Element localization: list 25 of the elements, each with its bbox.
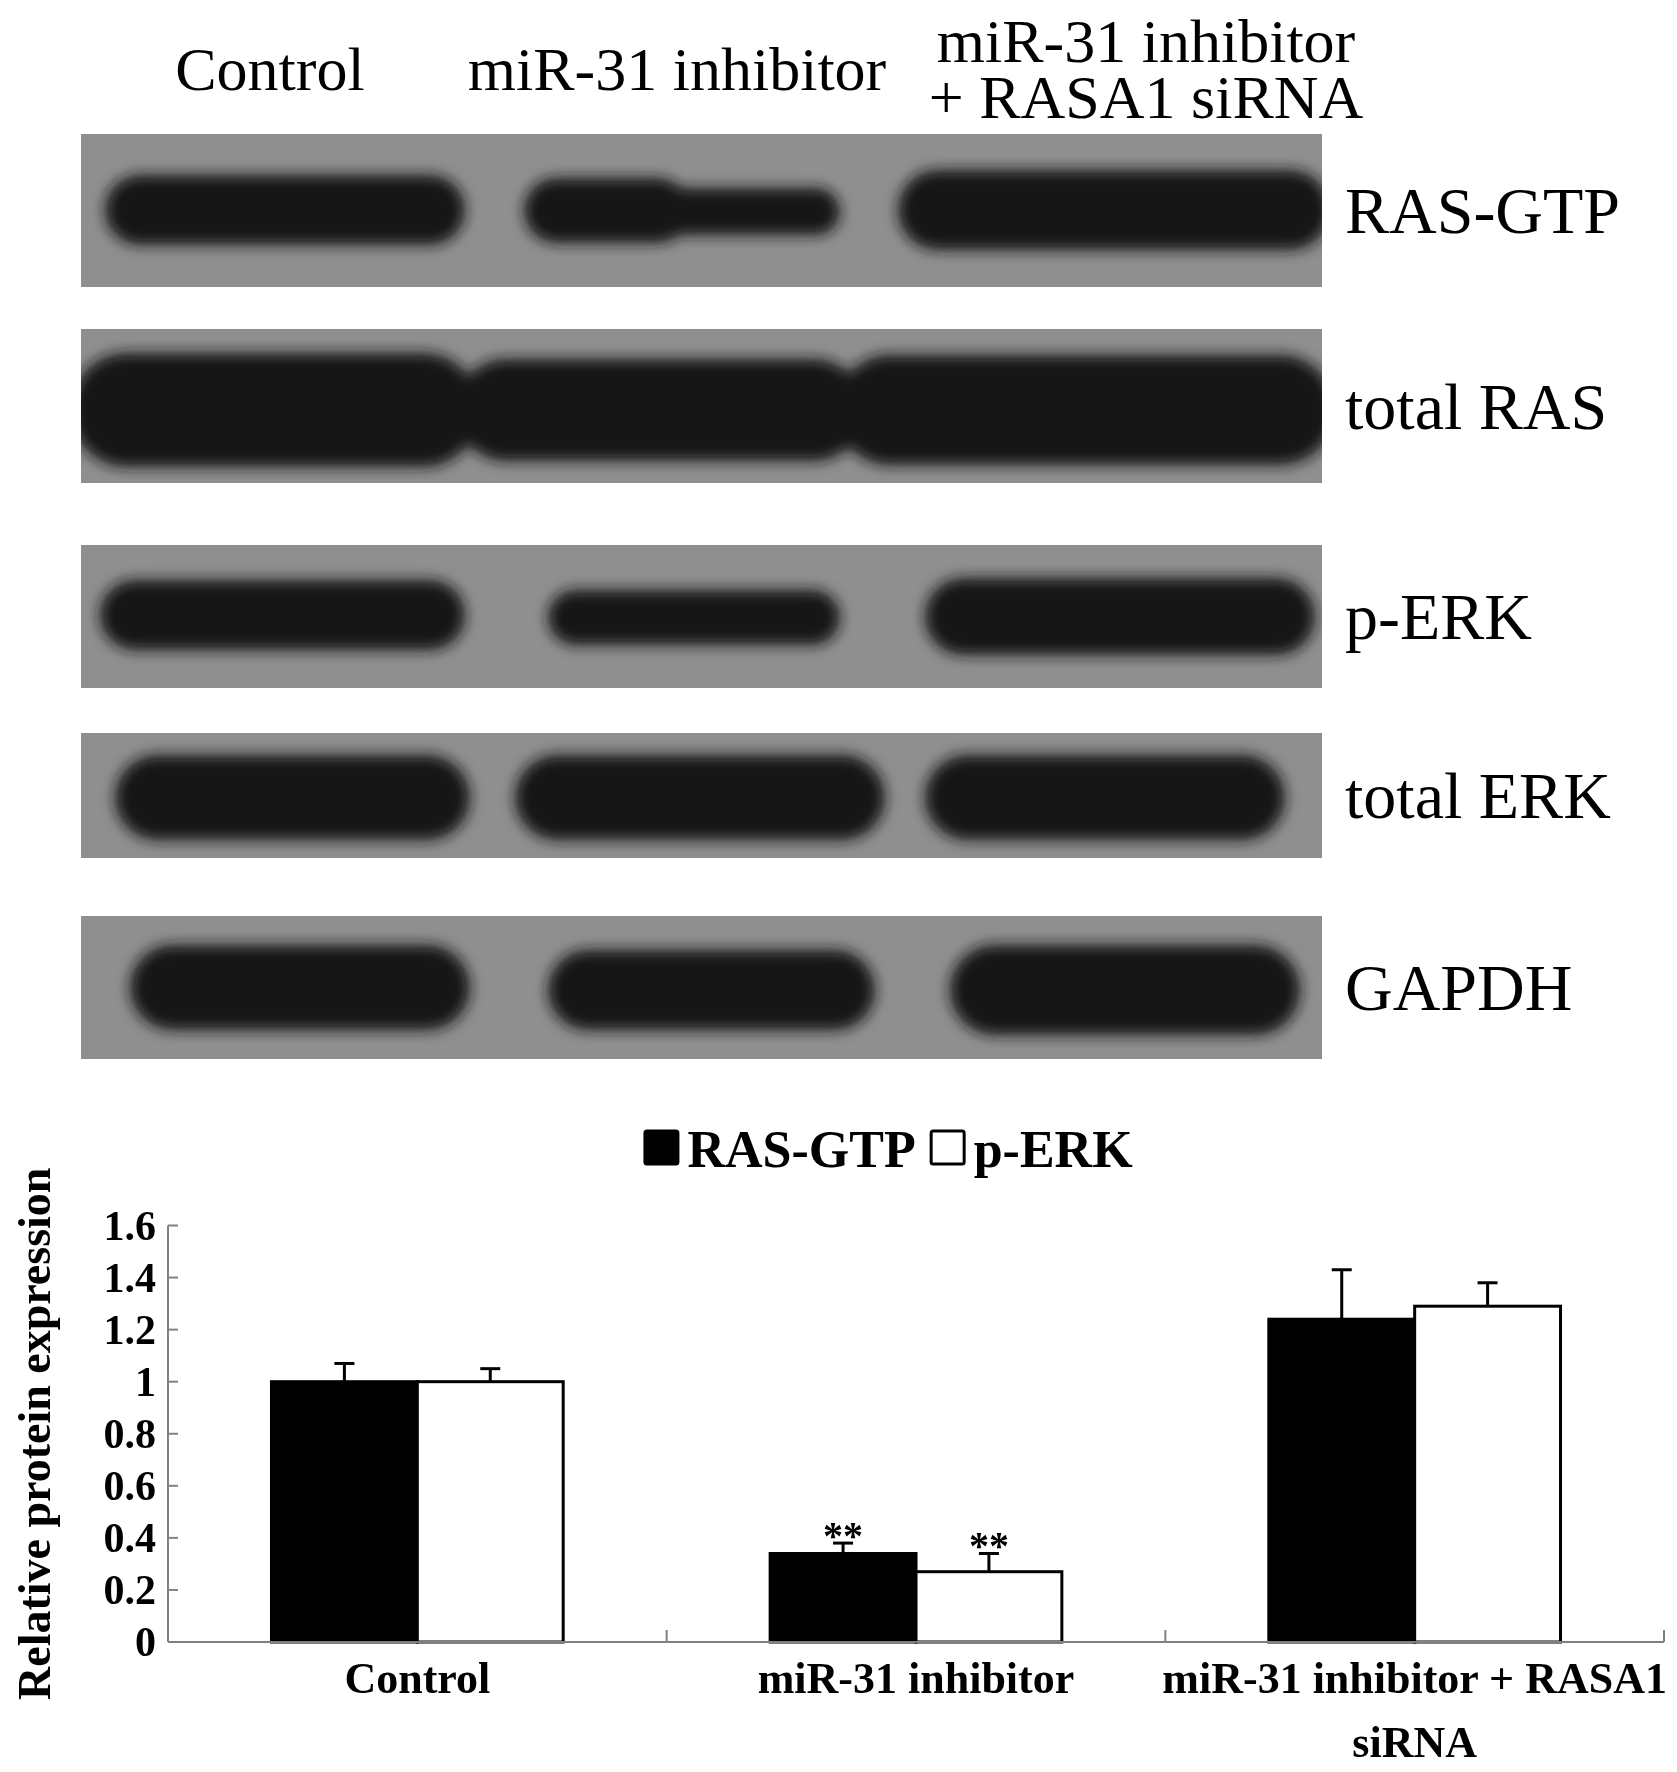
legend-label: p-ERK <box>973 1120 1134 1178</box>
y-tick-label: 1.4 <box>103 1254 156 1301</box>
y-tick-label: 1.2 <box>103 1306 156 1353</box>
y-tick-label: 0.2 <box>103 1566 156 1613</box>
y-tick-label: 0.6 <box>103 1462 156 1509</box>
category-label: total RAS <box>1345 369 1608 443</box>
annotation: ** <box>823 1513 864 1559</box>
x-tick-label: Control <box>344 1654 491 1703</box>
category-label: p-ERK <box>1345 580 1532 653</box>
y-axis-title: Relative protein expression <box>8 1167 60 1700</box>
y-tick-label: 0.4 <box>103 1514 156 1561</box>
y-tick-label: 0 <box>135 1619 156 1665</box>
category-label: Control <box>175 35 365 103</box>
x-tick-label: miR-31 inhibitor <box>757 1654 1075 1703</box>
category-label: GAPDH <box>1345 951 1573 1024</box>
x-tick-label: miR-31 inhibitor + RASA1 siRNA <box>1162 1654 1667 1767</box>
category-label: total ERK <box>1345 759 1611 832</box>
legend-label: RAS-GTP <box>687 1120 916 1178</box>
y-tick-label: 1 <box>135 1358 156 1405</box>
category-label: miR-31 inhibitor + RASA1 siRNA <box>928 7 1364 131</box>
y-tick-label: 0.8 <box>103 1410 156 1457</box>
annotation: ** <box>968 1523 1009 1569</box>
category-label: miR-31 inhibitor <box>467 35 887 103</box>
category-label: RAS-GTP <box>1345 174 1621 247</box>
y-tick-label: 1.6 <box>103 1202 156 1249</box>
